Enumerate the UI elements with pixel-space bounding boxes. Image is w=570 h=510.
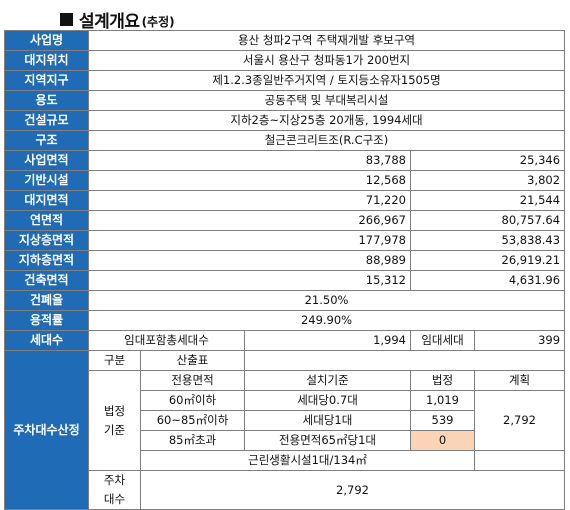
row-zoning: 지역지구 제1.2.3종일반주거지역 / 토지등소유자1505명	[4, 70, 566, 91]
parking-legal-2: 539	[410, 410, 475, 431]
section-title: 설계개요 (추정)	[60, 8, 175, 32]
parking-area-2: 60~85㎡이하	[140, 410, 245, 431]
parking-plan-header: 계획	[473, 370, 566, 391]
row-above-ground: 지상층면적 177,978 53,838.43	[4, 230, 566, 251]
parking-area-3: 85㎡초과	[140, 430, 245, 451]
label-underground: 지하층면적	[4, 250, 89, 271]
value-underground-sqm: 88,989	[88, 250, 411, 271]
row-infrastructure: 기반시설 12,568 3,802	[4, 170, 566, 191]
square-bullet-icon	[60, 12, 73, 26]
value-use: 공동주택 및 부대복리시설	[87, 90, 566, 111]
parking-row-2: 60~85㎡이하 세대당1대 539	[5, 410, 565, 431]
label-zoning: 지역지구	[4, 70, 89, 91]
parking-note: 근린생활시설1대/134㎡	[140, 450, 475, 471]
parking-legal-1: 1,019	[410, 390, 475, 411]
value-building-area-sqm: 15,312	[88, 270, 411, 291]
row-location: 대지위치 서울시 용산구 청파동1가 200번지	[4, 50, 566, 71]
value-infrastructure-sqm: 12,568	[88, 170, 411, 191]
value-underground-pyeong: 26,919.21	[409, 250, 566, 271]
row-site-area: 대지면적 71,220 21,544	[4, 190, 566, 211]
parking-standard-3: 전용면적65㎡당1대	[244, 430, 411, 451]
row-underground: 지하층면적 88,989 26,919.21	[4, 250, 566, 271]
parking-plan-value: 2,792	[473, 390, 566, 451]
label-gross-area: 연면적	[4, 210, 89, 231]
value-far: 249.90%	[87, 310, 566, 331]
value-project-area-sqm: 83,788	[88, 150, 411, 171]
title-sub: (추정)	[141, 14, 175, 29]
value-project-area-pyeong: 25,346	[409, 150, 566, 171]
households-rental-label: 임대세대	[410, 330, 475, 351]
label-above-ground: 지상층면적	[4, 230, 89, 251]
value-gross-area-pyeong: 80,757.64	[409, 210, 566, 231]
parking-standard-2: 세대당1대	[244, 410, 411, 431]
label-infrastructure: 기반시설	[4, 170, 89, 191]
parking-area-1: 60㎡이하	[140, 390, 245, 411]
parking-header-empty	[243, 350, 566, 371]
households-total-value: 1,994	[244, 330, 411, 351]
parking-standard-1: 세대당0.7대	[244, 390, 411, 411]
value-above-ground-sqm: 177,978	[88, 230, 411, 251]
parking-row-1: 60㎡이하 세대당0.7대 1,019 2,792	[5, 390, 566, 451]
row-project-area: 사업면적 83,788 25,346	[4, 150, 566, 171]
parking-total-value: 2,792	[139, 470, 566, 510]
value-coverage: 21.50%	[87, 290, 566, 311]
row-households: 세대수 임대포함총세대수 1,994 임대세대 399	[4, 330, 566, 351]
row-building-area: 건축면적 15,312 4,631.96	[4, 270, 566, 291]
row-scale: 건설규모 지하2층~지상25층 20개동, 1994세대	[4, 110, 566, 131]
parking-standard-header: 설치기준	[244, 370, 411, 391]
value-site-area-sqm: 71,220	[88, 190, 411, 211]
row-far: 용적률 249.90%	[4, 310, 566, 331]
value-structure: 철근콘크리트조(R.C구조)	[87, 130, 566, 151]
parking-legal-label: 법정 기준	[88, 370, 141, 471]
label-location: 대지위치	[4, 50, 89, 71]
title-main: 설계개요	[79, 11, 140, 32]
label-parking: 주차대수산정	[4, 350, 89, 510]
label-far: 용적률	[4, 310, 89, 331]
value-building-area-pyeong: 4,631.96	[409, 270, 566, 291]
label-project-name: 사업명	[4, 30, 89, 51]
parking-legal-3: 0	[410, 430, 475, 451]
parking-area-header: 전용면적	[140, 370, 245, 391]
row-project-name: 사업명 용산 청파2구역 주택재개발 후보구역	[4, 30, 566, 51]
households-total-label: 임대포함총세대수	[88, 330, 245, 351]
value-location: 서울시 용산구 청파동1가 200번지	[87, 50, 566, 71]
label-project-area: 사업면적	[4, 150, 89, 171]
label-use: 용도	[4, 90, 89, 111]
parking-total-label: 주차 대수	[88, 470, 141, 510]
parking-row-3: 85㎡초과 전용면적65㎡당1대 0	[5, 430, 565, 451]
parking-subheader-row: 법정 기준 전용면적 설치기준 법정 계획	[5, 370, 566, 471]
parking-calc-header: 산출표	[140, 350, 245, 371]
value-above-ground-pyeong: 53,838.43	[409, 230, 566, 251]
row-gross-area: 연면적 266,967 80,757.64	[4, 210, 566, 231]
row-coverage: 건폐율 21.50%	[4, 290, 566, 311]
label-structure: 구조	[4, 130, 89, 151]
label-site-area: 대지면적	[4, 190, 89, 211]
value-scale: 지하2층~지상25층 20개동, 1994세대	[87, 110, 566, 131]
households-rental-value: 399	[473, 330, 566, 351]
value-site-area-pyeong: 21,544	[409, 190, 566, 211]
label-households: 세대수	[4, 330, 89, 351]
parking-note-empty	[473, 450, 566, 471]
row-use: 용도 공동주택 및 부대복리시설	[4, 90, 566, 111]
label-scale: 건설규모	[4, 110, 89, 131]
value-project-name: 용산 청파2구역 주택재개발 후보구역	[87, 30, 566, 51]
label-building-area: 건축면적	[4, 270, 89, 291]
value-infrastructure-pyeong: 3,802	[409, 170, 566, 191]
value-gross-area-sqm: 266,967	[88, 210, 411, 231]
row-structure: 구조 철근콘크리트조(R.C구조)	[4, 130, 566, 151]
parking-division-header: 구분	[88, 350, 141, 371]
design-overview-table: 사업명 용산 청파2구역 주택재개발 후보구역 대지위치 서울시 용산구 청파동…	[4, 30, 566, 510]
label-coverage: 건폐율	[4, 290, 89, 311]
parking-legal-header: 법정	[410, 370, 475, 391]
parking-header-row: 주차대수산정 구분 산출표	[4, 350, 566, 510]
value-zoning: 제1.2.3종일반주거지역 / 토지등소유자1505명	[87, 70, 566, 91]
